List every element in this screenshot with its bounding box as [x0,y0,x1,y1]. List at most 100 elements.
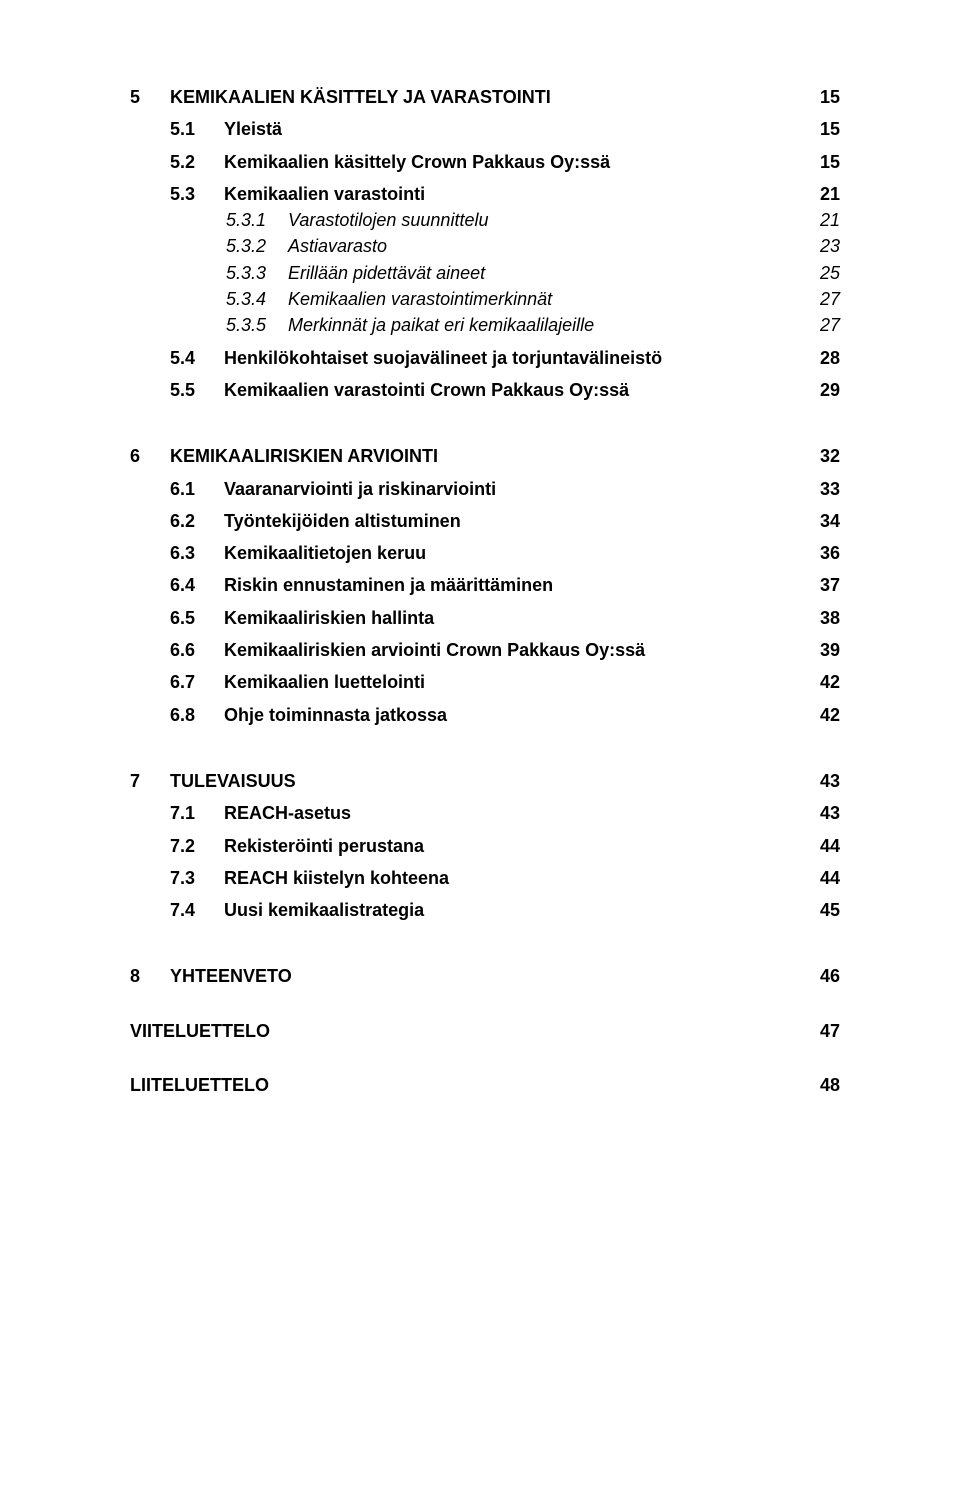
toc-entry: 6.7Kemikaalien luettelointi 42 [170,670,840,694]
toc-title: Rekisteröinti perustana [224,834,424,858]
toc-title: YHTEENVETO [170,964,292,988]
toc-entry: 7.4Uusi kemikaalistrategia45 [170,898,840,922]
toc-label: 5.3.3Erillään pidettävät aineet [226,261,485,285]
toc-title: REACH kiistelyn kohteena [224,866,449,890]
toc-number: 6.7 [170,670,224,694]
toc-entry: 7TULEVAISUUS 43 [130,769,840,793]
toc-label: 6.7Kemikaalien luettelointi [170,670,425,694]
toc-number: 5.1 [170,117,224,141]
toc-number: 5.5 [170,378,224,402]
toc-page-number: 38 [800,606,840,630]
toc-title: REACH-asetus [224,801,351,825]
toc-page-number: 39 [800,638,840,662]
toc-entry: 5.3.3Erillään pidettävät aineet25 [226,261,840,285]
toc-title: Astiavarasto [288,234,387,258]
toc-page-number: 43 [800,769,840,793]
toc-label: 7TULEVAISUUS [130,769,296,793]
toc-title: Vaaranarviointi ja riskinarviointi [224,477,496,501]
toc-number: 5.3.5 [226,313,288,337]
toc-entry: 5.1Yleistä15 [170,117,840,141]
toc-number: 6.3 [170,541,224,565]
toc-title: KEMIKAALIEN KÄSITTELY JA VARASTOINTI [170,85,551,109]
toc-label: 6KEMIKAALIRISKIEN ARVIOINTI [130,444,438,468]
toc-title: VIITELUETTELO [130,1019,270,1043]
toc-title: Kemikaaliriskien hallinta [224,606,434,630]
toc-page-number: 46 [800,964,840,988]
toc-number: 5.3.2 [226,234,288,258]
toc-entry: 5.3.5Merkinnät ja paikat eri kemikaalila… [226,313,840,337]
toc-entry: 5.3Kemikaalien varastointi 21 [170,182,840,206]
toc-title: Uusi kemikaalistrategia [224,898,424,922]
toc-title: Kemikaalien varastointimerkinnät [288,287,552,311]
toc-title: Merkinnät ja paikat eri kemikaalilajeill… [288,313,594,337]
toc-title: LIITELUETTELO [130,1073,269,1097]
toc-title: Varastotilojen suunnittelu [288,208,488,232]
toc-entry: 6.6Kemikaaliriskien arviointi Crown Pakk… [170,638,840,662]
toc-page-number: 47 [800,1019,840,1043]
toc-label: 5.3.1Varastotilojen suunnittelu [226,208,488,232]
toc-title: Erillään pidettävät aineet [288,261,485,285]
toc-number: 5.3 [170,182,224,206]
toc-label: 6.1Vaaranarviointi ja riskinarviointi [170,477,496,501]
toc-entry: 6.4Riskin ennustaminen ja määrittäminen3… [170,573,840,597]
toc-page-number: 28 [800,346,840,370]
toc-label: 5.3Kemikaalien varastointi [170,182,425,206]
toc-label: LIITELUETTELO [130,1073,269,1097]
toc-page-number: 36 [800,541,840,565]
toc-page-number: 21 [800,182,840,206]
toc-number: 6.5 [170,606,224,630]
toc-entry: 7.3REACH kiistelyn kohteena 44 [170,866,840,890]
toc-label: 6.4Riskin ennustaminen ja määrittäminen [170,573,553,597]
toc-title: Kemikaalien käsittely Crown Pakkaus Oy:s… [224,150,610,174]
toc-entry: 5.4Henkilökohtaiset suojavälineet ja tor… [170,346,840,370]
toc-page-number: 44 [800,834,840,858]
toc-label: 7.4Uusi kemikaalistrategia [170,898,424,922]
toc-entry: 6.2Työntekijöiden altistuminen34 [170,509,840,533]
toc-page: 5KEMIKAALIEN KÄSITTELY JA VARASTOINTI155… [0,0,960,1157]
toc-label: 7.2Rekisteröinti perustana [170,834,424,858]
toc-entry: VIITELUETTELO 47 [130,1019,840,1043]
toc-label: 5.2Kemikaalien käsittely Crown Pakkaus O… [170,150,610,174]
toc-number: 7.3 [170,866,224,890]
toc-entry: 5.3.4Kemikaalien varastointimerkinnät27 [226,287,840,311]
toc-label: 5.5Kemikaalien varastointi Crown Pakkaus… [170,378,629,402]
toc-label: 7.1REACH-asetus [170,801,351,825]
toc-entry: 5.3.1Varastotilojen suunnittelu 21 [226,208,840,232]
toc-title: Yleistä [224,117,282,141]
toc-number: 6.2 [170,509,224,533]
toc-label: 6.6Kemikaaliriskien arviointi Crown Pakk… [170,638,645,662]
toc-number: 5 [130,85,170,109]
toc-number: 5.3.3 [226,261,288,285]
toc-label: 5.1Yleistä [170,117,282,141]
toc-page-number: 42 [800,670,840,694]
toc-title: Kemikaalien luettelointi [224,670,425,694]
toc-title: Kemikaalien varastointi [224,182,425,206]
toc-entry: 5.2Kemikaalien käsittely Crown Pakkaus O… [170,150,840,174]
toc-title: Kemikaalitietojen keruu [224,541,426,565]
toc-entry: 6.5Kemikaaliriskien hallinta 38 [170,606,840,630]
toc-entry: 5KEMIKAALIEN KÄSITTELY JA VARASTOINTI15 [130,85,840,109]
toc-page-number: 29 [800,378,840,402]
toc-page-number: 43 [800,801,840,825]
toc-title: TULEVAISUUS [170,769,296,793]
toc-page-number: 27 [800,313,840,337]
toc-page-number: 44 [800,866,840,890]
toc-entry: 6.1Vaaranarviointi ja riskinarviointi33 [170,477,840,501]
toc-label: 6.3Kemikaalitietojen keruu [170,541,426,565]
toc-number: 5.4 [170,346,224,370]
toc-label: 5.3.2Astiavarasto [226,234,387,258]
toc-number: 7.4 [170,898,224,922]
toc-number: 7.2 [170,834,224,858]
toc-number: 5.2 [170,150,224,174]
toc-title: Kemikaaliriskien arviointi Crown Pakkaus… [224,638,645,662]
toc-label: 6.5Kemikaaliriskien hallinta [170,606,434,630]
toc-page-number: 42 [800,703,840,727]
toc-page-number: 21 [800,208,840,232]
toc-entry: 8YHTEENVETO46 [130,964,840,988]
toc-page-number: 23 [800,234,840,258]
toc-entry: 7.2Rekisteröinti perustana 44 [170,834,840,858]
toc-page-number: 15 [800,150,840,174]
toc-label: 7.3REACH kiistelyn kohteena [170,866,449,890]
toc-page-number: 32 [800,444,840,468]
toc-label: 5.3.5Merkinnät ja paikat eri kemikaalila… [226,313,594,337]
